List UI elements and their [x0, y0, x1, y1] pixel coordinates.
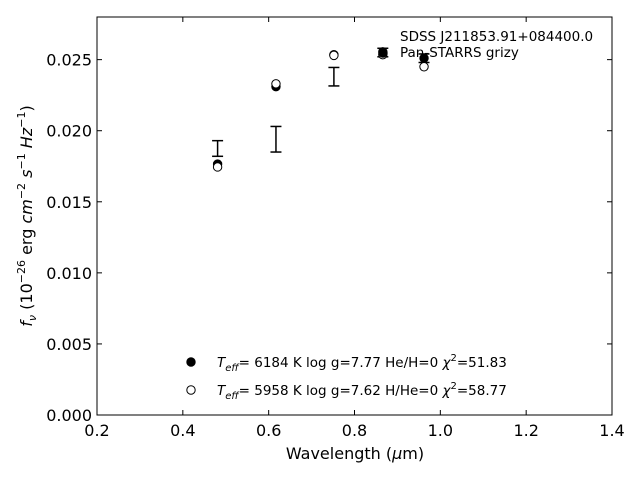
model-legend-row: Teff= 5958 K log g=7.62 H/He=0 χ2=58.77: [186, 381, 507, 402]
error-bar: [328, 66, 340, 87]
x-tick-label: 0.2: [84, 421, 109, 440]
y-axis-ticks: 0.000 0.005 0.010 0.015 0.020 0.025: [46, 51, 612, 425]
y-tick-label: 0.000: [46, 406, 92, 425]
open-point: [271, 79, 281, 89]
x-axis-ticks: 0.2 0.4 0.6 0.8 1.0 1.2 1.4: [84, 17, 625, 440]
legend-object-name: SDSS J211853.91+084400.0: [400, 29, 593, 45]
y-tick-label: 0.025: [46, 51, 92, 70]
model-legend-marker: [186, 385, 196, 395]
open-point: [212, 162, 223, 172]
x-tick-label: 0.8: [342, 421, 367, 440]
y-tick-label: 0.005: [46, 335, 92, 354]
y-tick-label: 0.010: [46, 264, 92, 283]
x-tick-label: 1.2: [513, 421, 538, 440]
open-point: [419, 62, 429, 72]
x-tick-label: 1.4: [599, 421, 624, 440]
model-legend-text: Teff= 5958 K log g=7.62 H/He=0 χ2=58.77: [217, 381, 507, 402]
open-point: [329, 50, 339, 61]
y-tick-label: 0.015: [46, 193, 92, 212]
legend: SDSS J211853.91+084400.0 Pan-STARRS griz…: [378, 29, 593, 61]
model-legend-text: Teff= 6184 K log g=7.77 He/H=0 χ2=51.83: [217, 353, 507, 374]
x-tick-label: 1.0: [428, 421, 453, 440]
x-axis-label: Wavelength (μm): [286, 444, 424, 463]
x-tick-label: 0.4: [170, 421, 195, 440]
error-bar: [270, 125, 282, 153]
model-legend-row: Teff= 6184 K log g=7.77 He/H=0 χ2=51.83: [186, 353, 507, 374]
model-legend: Teff= 6184 K log g=7.77 He/H=0 χ2=51.83 T…: [186, 353, 507, 402]
model-legend-marker: [186, 357, 196, 367]
y-axis-label: fν (10−26 erg cm−2 s−1 Hz−1): [15, 105, 39, 326]
error-bar: [212, 139, 224, 158]
legend-photometry-label: Pan-STARRS grizy: [400, 45, 519, 61]
legend-photometry-marker: [378, 48, 388, 58]
y-tick-label: 0.020: [46, 122, 92, 141]
x-tick-label: 0.6: [256, 421, 281, 440]
